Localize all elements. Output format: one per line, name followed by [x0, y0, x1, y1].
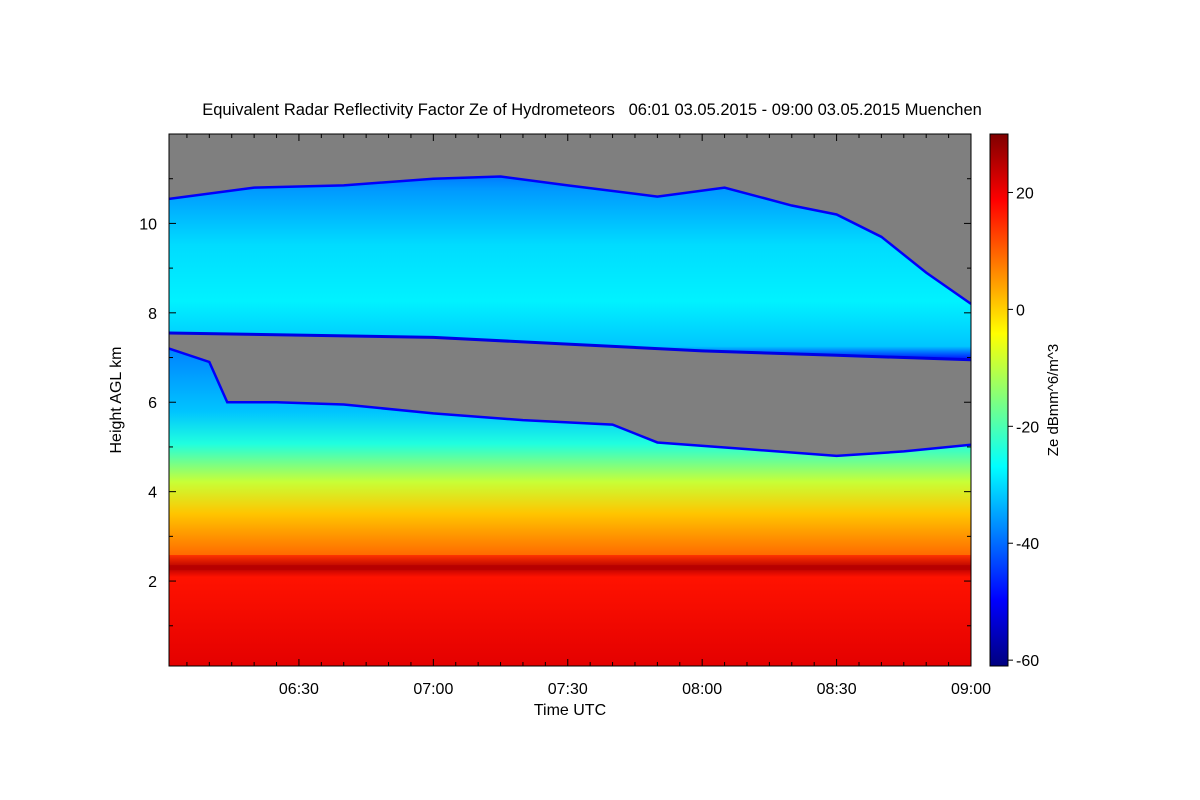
- colorbar-tick-label: 0: [1016, 302, 1025, 319]
- colorbar-tick-label: -40: [1016, 536, 1039, 553]
- y-tick-label: 8: [148, 306, 157, 323]
- colorbar-tick-label: -20: [1016, 419, 1039, 436]
- y-axis: 2 4 6 8 10: [139, 178, 971, 627]
- y-axis-label: Height AGL km: [108, 346, 125, 453]
- colorbar-ticks: 20 0 -20 -40 -60: [1008, 185, 1039, 670]
- chart-title: Equivalent Radar Reflectivity Factor Ze …: [202, 101, 982, 119]
- layer-base-edge: [169, 331, 971, 362]
- colorbar: [989, 133, 1009, 667]
- colorbar-tick-label: -60: [1016, 653, 1039, 670]
- reflectivity-layers: [169, 175, 971, 666]
- layer-top-edge: [169, 175, 971, 305]
- x-tick-label: 08:30: [817, 681, 857, 698]
- y-tick-label: 2: [148, 574, 157, 591]
- y-tick-label: 6: [148, 395, 157, 412]
- layer-1: [169, 348, 971, 666]
- y-tick-label: 10: [139, 216, 157, 233]
- x-tick-label: 07:00: [413, 681, 453, 698]
- colorbar-label: Ze dBmm^6/m^3: [1045, 344, 1062, 456]
- x-tick-label: 06:30: [279, 681, 319, 698]
- layer-top-edge: [169, 347, 971, 458]
- x-axis: 06:30 07:00 07:30 08:00 08:30 09:00: [186, 134, 991, 698]
- layer-0: [169, 176, 971, 360]
- x-axis-label: Time UTC: [534, 702, 606, 719]
- colorbar-tick-label: 20: [1016, 185, 1034, 202]
- x-tick-label: 09:00: [951, 681, 991, 698]
- x-tick-label: 08:00: [682, 681, 722, 698]
- x-tick-label: 07:30: [548, 681, 588, 698]
- y-tick-label: 4: [148, 485, 157, 502]
- plot-frame: [168, 133, 972, 667]
